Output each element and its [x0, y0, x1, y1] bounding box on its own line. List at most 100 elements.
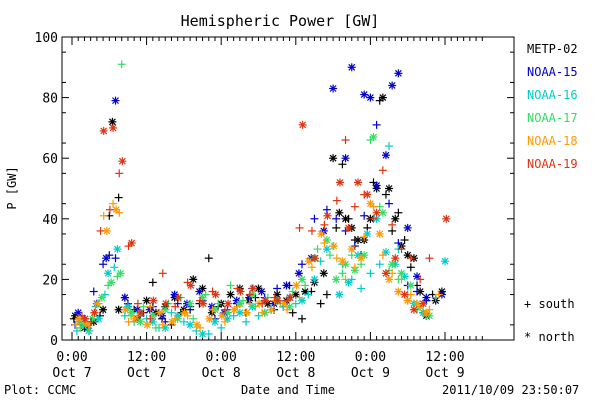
data-point-north: [394, 287, 403, 296]
x-tick-time-label: 12:00: [425, 350, 464, 365]
data-point-north: [186, 320, 195, 329]
legend-entry: NOAA-18: [527, 134, 578, 148]
data-point-south: [139, 302, 148, 311]
plot-credit: Plot: CCMC: [4, 383, 77, 397]
data-point-north: [127, 239, 136, 248]
data-point-south: [229, 311, 238, 320]
data-point-south: [214, 299, 223, 308]
data-point-south: [89, 287, 98, 296]
data-point-south: [85, 326, 94, 335]
data-point-north: [317, 229, 326, 238]
data-point-north: [329, 242, 338, 251]
data-point-north: [409, 305, 418, 314]
chart-title: Hemispheric Power [GW]: [181, 12, 380, 30]
y-tick-label: 20: [42, 273, 58, 288]
data-point-north: [441, 257, 449, 266]
data-point-north: [99, 305, 108, 314]
data-point-north: [391, 254, 400, 263]
data-point-south: [226, 281, 235, 290]
legend-entry: NOAA-17: [527, 111, 578, 125]
data-point-south: [378, 251, 387, 260]
data-point-north: [394, 69, 403, 78]
data-point-north: [378, 93, 387, 102]
data-point-south: [304, 290, 313, 299]
data-point-north: [217, 311, 226, 320]
data-point-south: [109, 199, 118, 208]
data-point-north: [385, 184, 394, 193]
data-point-south: [369, 214, 378, 223]
data-point-north: [108, 117, 117, 126]
data-point-south: [242, 317, 251, 326]
data-point-north: [137, 308, 146, 317]
data-point-south: [298, 260, 307, 269]
data-point-south: [115, 169, 124, 178]
y-tick-label: 100: [35, 31, 58, 46]
data-point-north: [120, 293, 129, 302]
data-point-north: [347, 63, 356, 72]
data-point-north: [116, 269, 125, 278]
data-point-south: [381, 190, 390, 199]
data-point-south: [96, 226, 105, 235]
data-point-north: [298, 275, 307, 284]
data-point-north: [341, 214, 350, 223]
data-point-north: [282, 281, 291, 290]
data-point-north: [168, 317, 177, 326]
data-point-south: [167, 308, 176, 317]
data-point-south: [295, 293, 304, 302]
data-point-north: [294, 269, 303, 278]
data-point-north: [381, 269, 390, 278]
data-point-north: [186, 299, 195, 308]
data-point-south: [217, 323, 226, 332]
data-point-north: [366, 93, 375, 102]
x-tick-date-label: Oct 7: [52, 366, 91, 381]
data-point-north: [381, 151, 390, 160]
data-point-north: [155, 308, 164, 317]
data-point-north: [114, 305, 123, 314]
north-marker-label: north: [538, 330, 575, 344]
data-point-north: [363, 190, 372, 199]
data-point-north: [143, 320, 152, 329]
data-point-north: [442, 214, 451, 223]
data-point-south: [406, 254, 415, 263]
south-marker-label: south: [538, 297, 575, 311]
data-point-south: [171, 302, 180, 311]
y-axis-label: P [GW]: [5, 166, 19, 209]
data-point-north: [230, 305, 239, 314]
data-point-north: [205, 314, 214, 323]
data-point-south: [283, 305, 292, 314]
data-point-south: [316, 299, 325, 308]
data-point-south: [288, 308, 297, 317]
data-point-north: [112, 205, 121, 214]
data-point-north: [113, 245, 122, 254]
x-tick-date-label: Oct 8: [202, 366, 241, 381]
data-point-north: [121, 305, 130, 314]
data-point-north: [149, 296, 158, 305]
data-point-south: [208, 305, 217, 314]
data-point-south: [307, 226, 316, 235]
data-point-north: [323, 211, 332, 220]
data-point-north: [341, 154, 350, 163]
data-point-south: [310, 214, 319, 223]
data-point-south: [298, 314, 307, 323]
data-point-south: [332, 214, 341, 223]
data-point-north: [211, 290, 220, 299]
data-point-south: [416, 275, 425, 284]
data-point-north: [286, 293, 295, 302]
data-point-north: [189, 275, 198, 284]
data-point-north: [226, 290, 235, 299]
data-point-north: [90, 308, 99, 317]
data-point-north: [195, 287, 204, 296]
data-point-south: [258, 308, 267, 317]
data-point-south: [291, 299, 300, 308]
data-point-north: [236, 287, 245, 296]
north-marker-symbol: *: [524, 330, 532, 344]
data-point-north: [161, 299, 170, 308]
data-point-north: [111, 96, 120, 105]
data-point-south: [338, 160, 347, 169]
data-point-north: [142, 296, 151, 305]
data-point-north: [99, 126, 108, 135]
data-point-south: [133, 299, 142, 308]
data-point-south: [375, 260, 384, 269]
